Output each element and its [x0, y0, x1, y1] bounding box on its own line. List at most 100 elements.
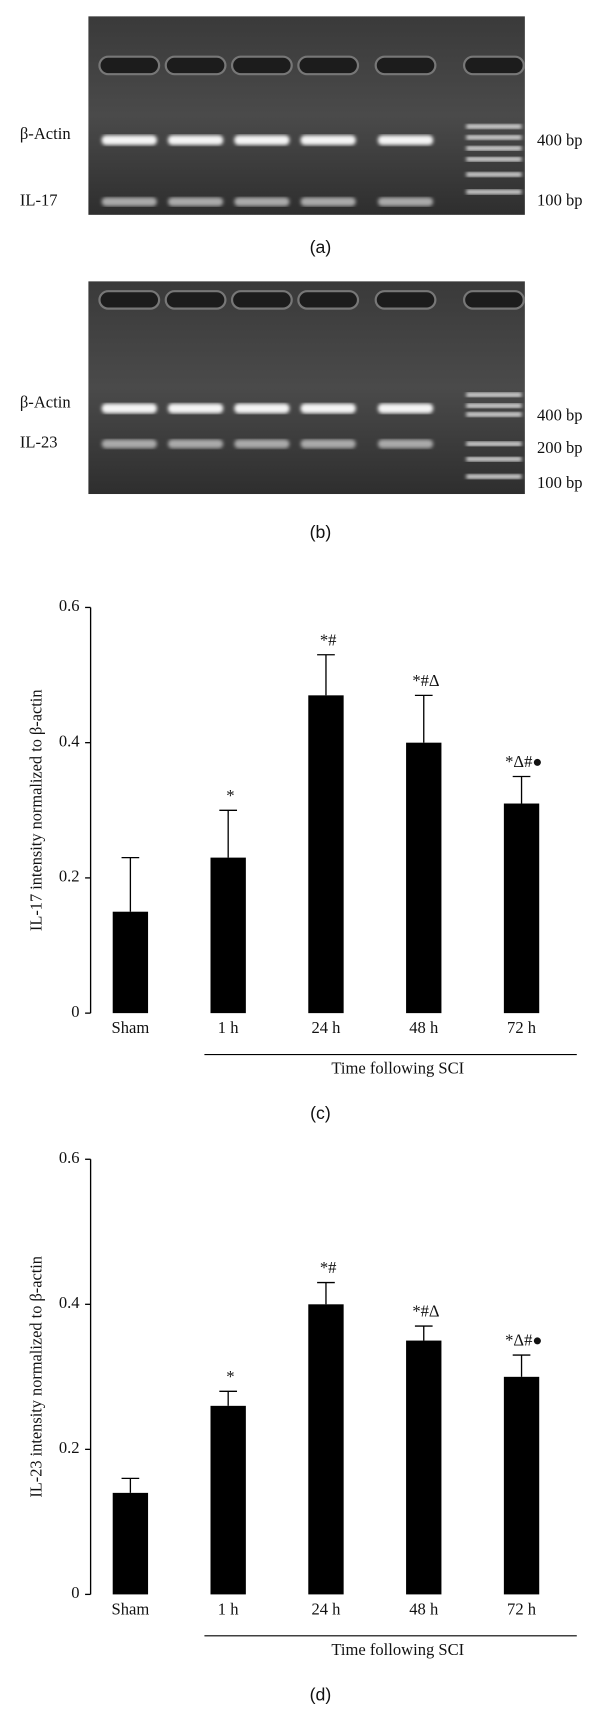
ladder-band	[466, 456, 522, 462]
ladder-band	[466, 403, 522, 408]
gel-band	[101, 403, 157, 414]
panel-label: (d)	[310, 1685, 332, 1705]
gel-band	[167, 403, 224, 414]
significance-mark: *Δ#●	[505, 752, 542, 771]
gel-image	[88, 16, 525, 215]
gel-band	[234, 197, 290, 207]
marker-label: 100 bp	[537, 191, 583, 210]
gel-band	[300, 403, 356, 414]
gel-band	[101, 135, 157, 146]
gel-band	[377, 403, 434, 414]
gel-band	[300, 439, 356, 449]
marker-label: 400 bp	[537, 131, 583, 150]
gel-image	[88, 281, 525, 495]
band-label: β-Actin	[20, 124, 71, 143]
band-label: β-Actin	[20, 392, 71, 411]
marker-label: 400 bp	[537, 405, 583, 424]
ladder-band	[466, 172, 522, 177]
y-tick-label: 0.6	[59, 596, 80, 615]
x-axis-label: Time following SCI	[331, 1059, 464, 1078]
x-tick-label: Sham	[112, 1600, 150, 1619]
bar	[210, 857, 246, 1014]
x-axis-label: Time following SCI	[331, 1640, 464, 1659]
bar	[210, 1405, 246, 1595]
significance-mark: *#	[320, 1258, 337, 1277]
gel-band	[234, 135, 290, 146]
y-axis-label: IL-23 intensity normalized to β-actin	[26, 1256, 45, 1498]
significance-mark: *#Δ	[412, 1302, 439, 1321]
x-tick-label: 24 h	[311, 1018, 341, 1037]
ladder-band	[466, 474, 522, 479]
gel-well	[297, 290, 360, 310]
gel-well	[230, 290, 293, 310]
gel-well	[98, 55, 161, 76]
ladder-band	[466, 392, 522, 397]
significance-mark: *Δ#●	[505, 1331, 542, 1350]
gel-band	[377, 135, 434, 146]
y-axis-label: IL-17 intensity normalized to β-actin	[26, 689, 45, 931]
gel-band	[234, 403, 290, 414]
y-tick-label: 0	[71, 1583, 79, 1602]
panel-label: (c)	[310, 1103, 331, 1123]
gel-band	[234, 439, 290, 449]
gel-band	[167, 135, 224, 146]
bar	[308, 695, 344, 1014]
gel-band	[377, 439, 434, 449]
significance-mark: *	[226, 1367, 234, 1386]
gel-well	[374, 290, 437, 310]
band-label: IL-17	[20, 191, 58, 210]
ladder-band	[466, 157, 522, 162]
gel-well	[462, 55, 525, 76]
x-tick-label: 1 h	[218, 1018, 239, 1037]
gel-well	[230, 55, 293, 76]
significance-mark: *	[226, 786, 234, 805]
marker-label: 100 bp	[537, 473, 583, 492]
bar	[308, 1304, 344, 1595]
y-tick-label: 0.2	[59, 1438, 80, 1457]
panel-label: (a)	[310, 237, 332, 257]
ladder-band	[466, 146, 522, 151]
y-tick-label: 0.4	[59, 732, 80, 751]
gel-band	[300, 135, 356, 146]
gel-band	[101, 439, 157, 449]
ladder-band	[466, 124, 522, 129]
x-tick-label: 1 h	[218, 1600, 239, 1619]
gel-band	[377, 197, 434, 207]
ladder-band	[466, 135, 522, 140]
gel-band	[167, 197, 224, 207]
x-tick-label: 48 h	[409, 1018, 439, 1037]
y-tick-label: 0	[71, 1002, 79, 1021]
y-tick-label: 0.4	[59, 1293, 80, 1312]
significance-mark: *#Δ	[412, 671, 439, 690]
gel-well	[164, 290, 227, 310]
gel-well	[98, 290, 161, 310]
ladder-band	[466, 189, 522, 195]
gel-band	[167, 439, 224, 449]
ladder-band	[466, 441, 522, 447]
panel-label: (b)	[310, 522, 332, 542]
x-tick-label: 72 h	[507, 1018, 537, 1037]
marker-label: 200 bp	[537, 438, 583, 457]
bar	[112, 1492, 149, 1595]
ladder-band	[466, 412, 522, 417]
bar	[503, 803, 540, 1014]
gel-band	[300, 197, 356, 207]
gel-band	[101, 197, 157, 207]
gel-well	[462, 290, 525, 310]
bar	[112, 911, 149, 1014]
x-tick-label: 24 h	[311, 1600, 341, 1619]
x-tick-label: 48 h	[409, 1600, 439, 1619]
gel-well	[297, 55, 360, 76]
gel-well	[374, 55, 437, 76]
significance-mark: *#	[320, 631, 337, 650]
bar	[503, 1376, 540, 1595]
x-tick-label: Sham	[112, 1018, 150, 1037]
gel-well	[164, 55, 227, 76]
y-tick-label: 0.2	[59, 867, 80, 886]
bar	[406, 1340, 442, 1595]
bar	[406, 742, 442, 1014]
x-tick-label: 72 h	[507, 1600, 537, 1619]
y-tick-label: 0.6	[59, 1148, 80, 1167]
band-label: IL-23	[20, 433, 58, 452]
